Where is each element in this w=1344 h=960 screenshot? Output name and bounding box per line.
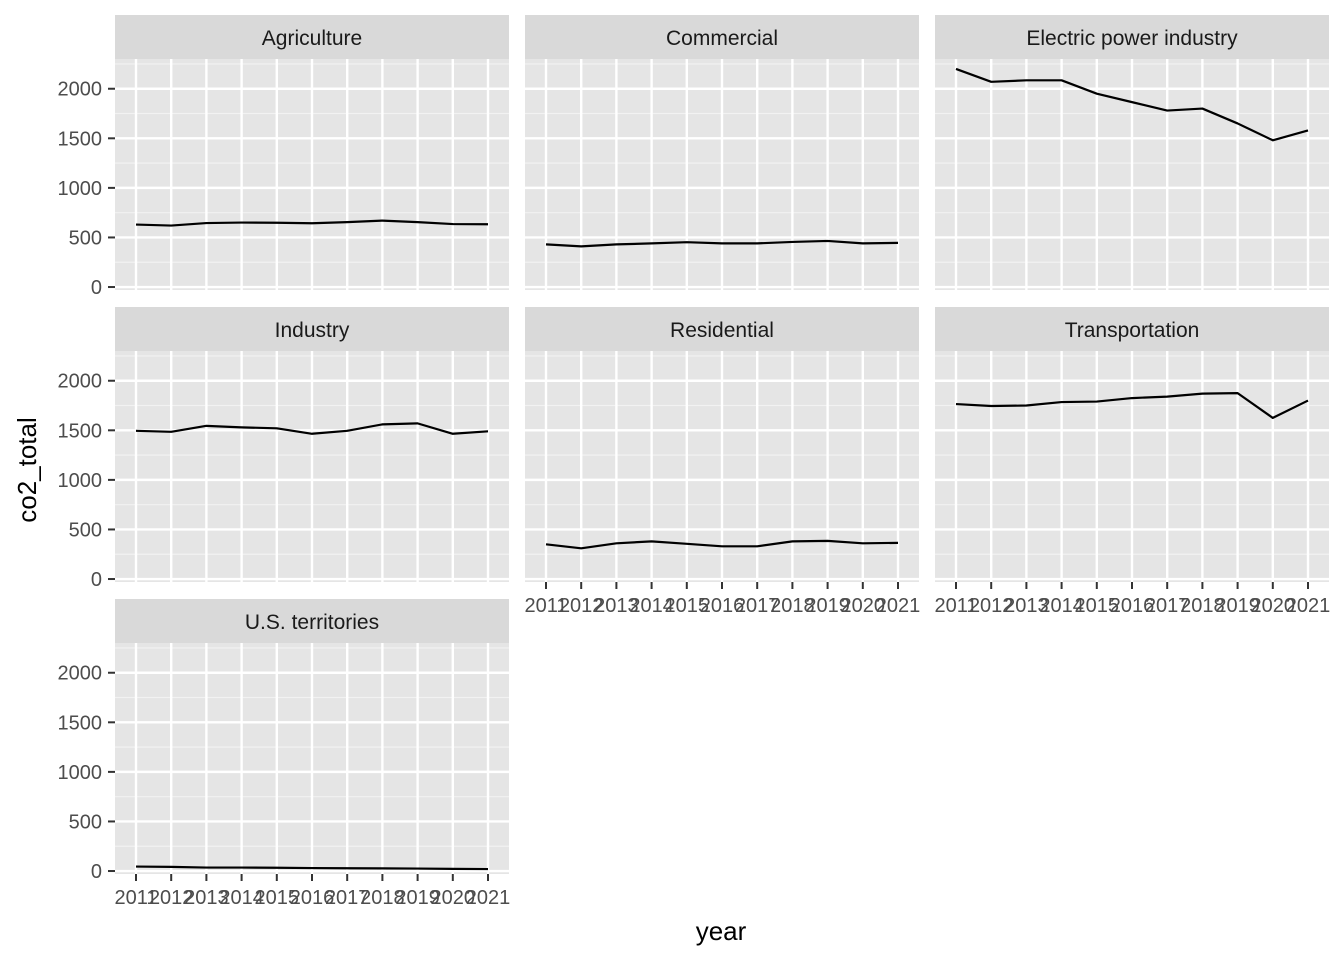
- x-tick-label: 2021: [1286, 595, 1331, 617]
- x-tick-label: 2020: [841, 595, 886, 617]
- x-tick-label: 2013: [594, 595, 639, 617]
- facet-panel: Transportation20112012201320142015201620…: [934, 307, 1330, 617]
- x-axis-title: year: [696, 916, 747, 946]
- x-tick-label: 2016: [1110, 595, 1155, 617]
- facet-strip-label: Transportation: [1065, 319, 1200, 342]
- x-tick-label: 2020: [1251, 595, 1296, 617]
- facet-panel: U.S. territories 0 500 1000 1500 2000 20112012…: [58, 599, 511, 909]
- x-tick-label: 2018: [1180, 595, 1225, 617]
- x-tick-label: 2011: [934, 595, 977, 617]
- y-tick-label: 1000: [58, 762, 103, 784]
- facet-strip: [115, 599, 509, 643]
- x-tick-label: 2016: [290, 887, 335, 909]
- facet-panel: Industry 0 500 1000 1500 2000: [58, 307, 509, 591]
- y-tick-label: 1500: [58, 420, 103, 442]
- facet-strip-label: Agriculture: [262, 27, 362, 50]
- x-tick-label: 2014: [1039, 595, 1084, 617]
- y-tick-label: 1500: [58, 712, 103, 734]
- facet-panel: Commercial: [525, 15, 919, 290]
- x-tick-label: 2019: [1215, 595, 1260, 617]
- x-tick-label: 2018: [770, 595, 815, 617]
- x-tick-label: 2017: [325, 887, 370, 909]
- x-tick-label: 2016: [700, 595, 745, 617]
- y-tick-label: 500: [69, 811, 102, 833]
- x-tick-label: 2013: [1004, 595, 1049, 617]
- y-tick-label: 0: [91, 861, 102, 883]
- y-tick-label: 1500: [58, 128, 103, 150]
- facet-panel: Residential20112012201320142015201620172…: [524, 307, 920, 617]
- facet-strip-label: Industry: [275, 319, 350, 342]
- facet-strip: [935, 307, 1329, 351]
- y-tick-label: 500: [69, 519, 102, 541]
- facet-strip-label: Electric power industry: [1026, 27, 1238, 50]
- x-tick-label: 2019: [805, 595, 850, 617]
- facet-strip: [115, 15, 509, 59]
- x-tick-label: 2012: [149, 887, 194, 909]
- facet-strip: [525, 307, 919, 351]
- facet-strip-label: U.S. territories: [245, 611, 379, 634]
- x-tick-label: 2019: [395, 887, 440, 909]
- y-tick-label: 1000: [58, 470, 103, 492]
- series-line: [135, 219, 489, 227]
- facet-strip-label: Commercial: [666, 27, 778, 50]
- facet-strip-label: Residential: [670, 319, 774, 342]
- y-tick-label: 0: [91, 569, 102, 591]
- facet-strip: [115, 307, 509, 351]
- facet-strip: [935, 15, 1329, 59]
- x-tick-label: 2012: [969, 595, 1014, 617]
- facet-panel: Electric power industry: [935, 15, 1329, 290]
- y-tick-label: 500: [69, 227, 102, 249]
- x-tick-label: 2018: [360, 887, 405, 909]
- x-tick-label: 2011: [114, 887, 157, 909]
- x-tick-label: 2014: [629, 595, 674, 617]
- y-tick-label: 1000: [58, 178, 103, 200]
- y-tick-label: 2000: [58, 663, 103, 685]
- x-tick-label: 2012: [559, 595, 604, 617]
- x-tick-label: 2011: [524, 595, 567, 617]
- y-tick-label: 2000: [58, 371, 103, 393]
- y-tick-label: 0: [91, 277, 102, 299]
- series-line: [955, 392, 1309, 420]
- facet-strip: [525, 15, 919, 59]
- x-tick-label: 2015: [665, 595, 710, 617]
- facet-panel: Agriculture 0 500 1000 1500 2000: [58, 15, 509, 299]
- y-axis-title: co2_total: [12, 417, 42, 523]
- x-tick-label: 2015: [255, 887, 300, 909]
- x-tick-label: 2013: [184, 887, 229, 909]
- series-line: [545, 539, 899, 550]
- y-tick-label: 2000: [58, 79, 103, 101]
- series-line: [135, 865, 489, 871]
- series-line: [955, 67, 1309, 142]
- series-line: [545, 239, 899, 248]
- series-line: [135, 422, 489, 435]
- x-tick-label: 2014: [219, 887, 264, 909]
- x-tick-label: 2015: [1075, 595, 1120, 617]
- x-tick-label: 2021: [466, 887, 511, 909]
- x-tick-label: 2017: [735, 595, 780, 617]
- x-tick-label: 2021: [876, 595, 921, 617]
- x-tick-label: 2017: [1145, 595, 1190, 617]
- x-tick-label: 2020: [431, 887, 476, 909]
